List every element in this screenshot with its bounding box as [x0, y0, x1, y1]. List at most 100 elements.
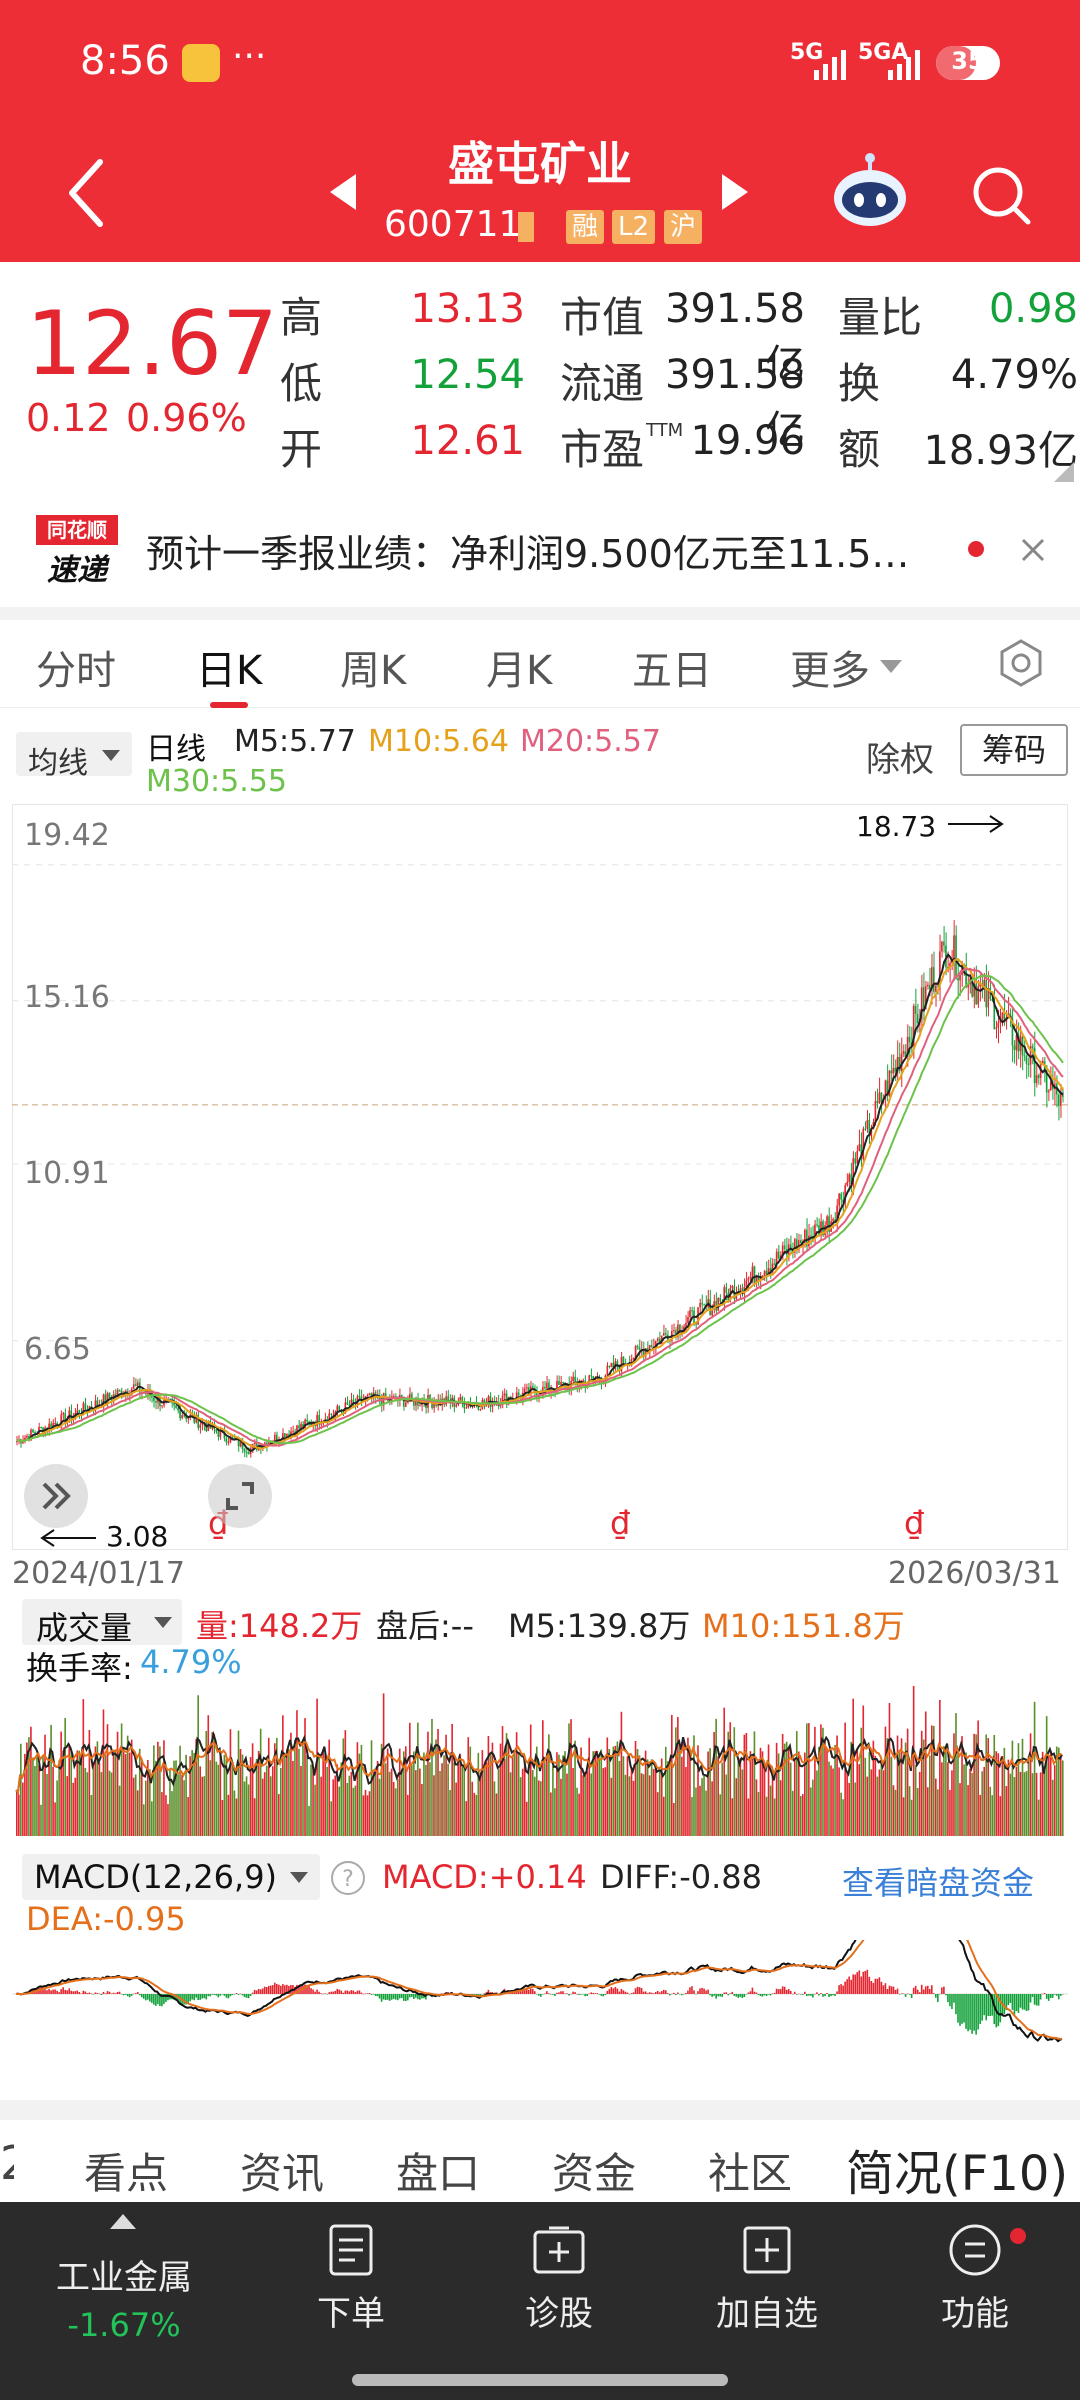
- volume-bar: [1029, 1733, 1032, 1836]
- sector-name[interactable]: 工业金属: [56, 2258, 192, 2298]
- help-icon[interactable]: ?: [330, 1860, 366, 1896]
- macd-bar: [1029, 1994, 1032, 2003]
- ma-selector[interactable]: 均线: [16, 732, 132, 781]
- macd-bar: [334, 1990, 337, 1994]
- tab-highlights[interactable]: 看点: [84, 2149, 169, 2198]
- volume-bar: [840, 1792, 842, 1836]
- volume-bar: [231, 1761, 234, 1836]
- functions-button[interactable]: 功能: [900, 2220, 1050, 2335]
- volume-bar: [404, 1746, 407, 1836]
- macd-bar: [189, 1994, 191, 2002]
- robot-assistant-icon[interactable]: [830, 152, 910, 232]
- candle-body: [816, 1224, 818, 1226]
- volume-chart[interactable]: [12, 1680, 1068, 1836]
- macd-bar: [620, 1988, 623, 1994]
- volume-bar: [409, 1722, 411, 1836]
- macd-bar: [491, 1992, 494, 1994]
- candle-body: [983, 979, 985, 987]
- kline-chart[interactable]: 19.42 15.16 10.91 6.65 18.73 3.08 ₫ ₫ ₫: [12, 804, 1068, 1553]
- settings-icon[interactable]: [996, 638, 1046, 688]
- event-mark-2[interactable]: ₫: [610, 1504, 631, 1542]
- volume-bar: [304, 1718, 306, 1836]
- search-icon[interactable]: [968, 162, 1034, 228]
- volume-bar: [930, 1725, 933, 1836]
- volume-bar: [415, 1770, 417, 1836]
- macd-bar: [415, 1994, 417, 1998]
- tab-intraday[interactable]: 分时: [36, 648, 116, 694]
- macd-bar: [1045, 1994, 1048, 1999]
- back-icon[interactable]: [66, 158, 106, 228]
- macd-bar: [161, 1994, 163, 2007]
- macd-bar: [781, 1986, 784, 1994]
- macd-bar: [203, 1994, 206, 1999]
- ex-rights-toggle[interactable]: 除权: [866, 740, 934, 780]
- volume-bar: [1051, 1779, 1054, 1836]
- tab-news[interactable]: 资讯: [240, 2149, 325, 2198]
- volume-bar: [517, 1751, 520, 1836]
- macd-bar: [937, 1994, 939, 2002]
- volume-bar: [1043, 1771, 1046, 1836]
- candle-body: [880, 1092, 883, 1103]
- macd-bar: [529, 1988, 532, 1994]
- tab-profile-f10[interactable]: 简况(F10): [846, 2146, 1069, 2202]
- candle-body: [808, 1235, 810, 1247]
- volume-bar: [731, 1798, 734, 1836]
- prev-stock-icon[interactable]: [330, 174, 358, 210]
- volume-bar: [179, 1745, 181, 1836]
- tab-partial-previous[interactable]: 2: [0, 2136, 14, 2190]
- volume-bar: [225, 1759, 228, 1836]
- tab-monthly-k[interactable]: 月K: [486, 648, 553, 694]
- order-button[interactable]: 下单: [276, 2220, 426, 2335]
- tab-daily-k[interactable]: 日K: [196, 648, 263, 694]
- volume-bar: [620, 1711, 623, 1836]
- dark-pool-link[interactable]: 查看暗盘资金: [842, 1864, 1035, 1902]
- macd-bar: [201, 1994, 204, 1999]
- macd-bar: [318, 1991, 320, 1994]
- tab-more[interactable]: 更多: [790, 648, 870, 694]
- macd-selector[interactable]: MACD(12,26,9): [22, 1854, 320, 1900]
- y-tick-2: 15.16: [24, 980, 110, 1015]
- volume-bar: [243, 1781, 246, 1836]
- macd-bar: [671, 1993, 673, 1995]
- diagnose-button[interactable]: 诊股: [484, 2220, 634, 2335]
- volume-bar: [511, 1756, 514, 1836]
- volume-bar: [537, 1780, 540, 1836]
- candle-body: [110, 1398, 113, 1401]
- ma-line-m10: [16, 957, 1064, 1450]
- macd-bar: [473, 1994, 476, 1995]
- candle-body: [745, 1280, 748, 1287]
- candle-body: [662, 1333, 665, 1336]
- macd-bar: [402, 1994, 405, 2001]
- fullscreen-button[interactable]: [208, 1464, 272, 1528]
- candle-body: [777, 1251, 780, 1259]
- tab-weekly-k[interactable]: 周K: [340, 648, 407, 694]
- scroll-back-button[interactable]: [24, 1464, 88, 1528]
- candle-body: [846, 1182, 848, 1186]
- close-icon[interactable]: [1020, 537, 1046, 563]
- news-banner[interactable]: 同花顺 速递 预计一季报业绩：净利润9.500亿元至11.5…: [0, 487, 1080, 607]
- candle-body: [34, 1432, 36, 1434]
- ma20-value: M20:5.57: [520, 724, 661, 759]
- tab-five-day[interactable]: 五日: [632, 648, 712, 694]
- macd-bar: [249, 1994, 252, 1996]
- volume-bar: [612, 1746, 615, 1836]
- chips-button[interactable]: 筹码: [960, 724, 1068, 776]
- volume-bar: [888, 1703, 891, 1836]
- tab-fund-flow[interactable]: 资金: [552, 2149, 637, 2198]
- event-mark-3[interactable]: ₫: [904, 1504, 925, 1542]
- expand-corner-icon[interactable]: [1054, 462, 1074, 482]
- volume-bar: [777, 1753, 780, 1836]
- volume-selector[interactable]: 成交量: [22, 1599, 182, 1647]
- news-headline[interactable]: 预计一季报业绩：净利润9.500亿元至11.5…: [146, 532, 910, 576]
- tab-community[interactable]: 社区: [708, 2149, 793, 2198]
- macd-bar: [779, 1989, 782, 1994]
- macd-chart[interactable]: [12, 1940, 1068, 2090]
- candle-body: [658, 1338, 661, 1344]
- candle-body: [153, 1397, 155, 1402]
- macd-bar: [804, 1991, 806, 1994]
- next-stock-icon[interactable]: [722, 174, 750, 210]
- add-watchlist-button[interactable]: 加自选: [692, 2220, 842, 2335]
- candle-body: [447, 1396, 449, 1401]
- tab-order-book[interactable]: 盘口: [396, 2149, 481, 2198]
- macd-bar: [54, 1989, 56, 1994]
